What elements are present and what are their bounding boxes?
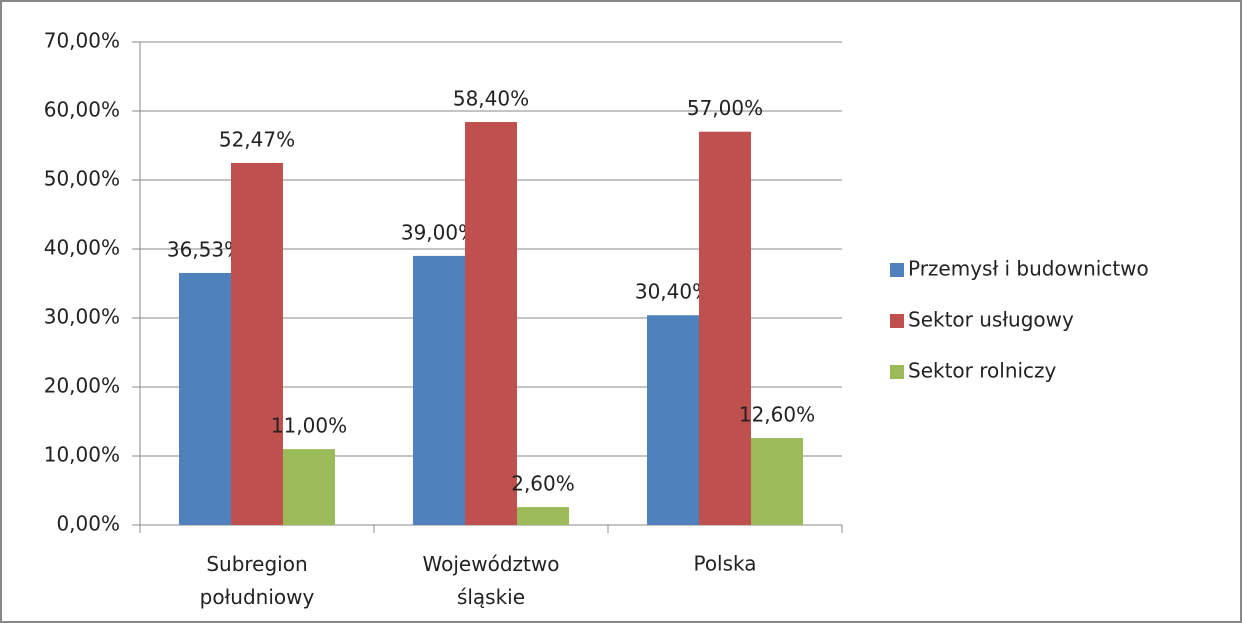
data-label: 30,40% bbox=[635, 280, 711, 304]
data-label: 39,00% bbox=[401, 220, 477, 244]
data-label: 52,47% bbox=[219, 127, 295, 151]
x-tick-label: Subregion południowy bbox=[200, 552, 315, 609]
y-tick-label: 10,00% bbox=[44, 443, 120, 467]
legend-label: Sektor usługowy bbox=[908, 308, 1074, 332]
data-label: 11,00% bbox=[271, 414, 347, 438]
y-tick-label: 30,00% bbox=[44, 305, 120, 329]
bar bbox=[517, 507, 569, 525]
data-label: 58,40% bbox=[453, 87, 529, 111]
y-tick-label: 20,00% bbox=[44, 374, 120, 398]
y-tick-label: 0,00% bbox=[56, 512, 120, 536]
y-tick-label: 40,00% bbox=[44, 236, 120, 260]
y-tick-label: 50,00% bbox=[44, 167, 120, 191]
legend-swatch bbox=[890, 263, 904, 277]
bar bbox=[179, 272, 231, 525]
data-label: 36,53% bbox=[167, 237, 243, 261]
bar bbox=[751, 438, 803, 525]
x-tick-label: Polska bbox=[693, 552, 756, 576]
data-label: 2,60% bbox=[511, 472, 575, 496]
bar bbox=[283, 449, 335, 525]
legend-label: Przemysł i budownictwo bbox=[908, 257, 1149, 281]
y-tick-label: 60,00% bbox=[44, 98, 120, 122]
bar bbox=[647, 315, 699, 525]
data-label: 57,00% bbox=[687, 96, 763, 120]
data-label: 12,60% bbox=[739, 403, 815, 427]
bar bbox=[465, 122, 517, 525]
y-tick-label: 70,00% bbox=[44, 29, 120, 53]
legend-swatch bbox=[890, 314, 904, 328]
x-tick-label: Województwo śląskie bbox=[423, 552, 560, 609]
bar bbox=[413, 255, 465, 525]
legend-label: Sektor rolniczy bbox=[908, 359, 1057, 383]
bar bbox=[699, 131, 751, 525]
bar bbox=[231, 162, 283, 525]
legend-swatch bbox=[890, 365, 904, 379]
